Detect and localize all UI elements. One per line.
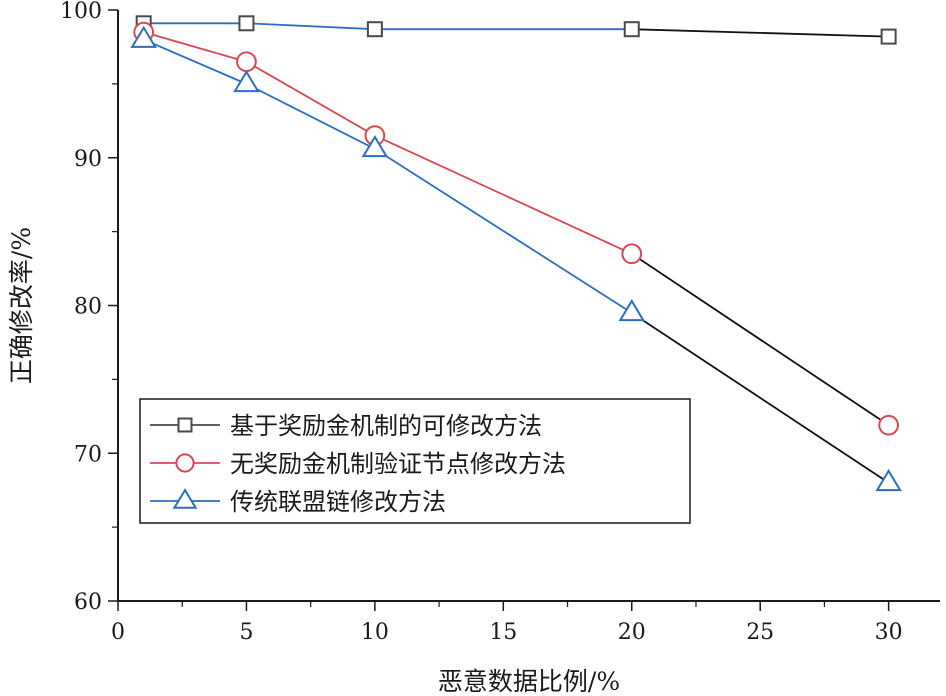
legend-swatch-triangle (150, 488, 220, 509)
data-point-triangle (361, 135, 389, 158)
data-point-triangle (618, 299, 646, 322)
x-tick-label: 10 (361, 620, 389, 645)
data-point-circle (236, 51, 257, 73)
y-axis-title: 正确修改率/% (7, 227, 36, 384)
x-tick-label: 20 (618, 620, 646, 645)
series-line-segment (246, 83, 376, 150)
series-line-segment (631, 253, 890, 426)
series-line-segment (631, 312, 890, 484)
series-line-segment (631, 28, 889, 38)
y-tick-label: 60 (74, 590, 102, 615)
y-tick-label: 70 (74, 442, 102, 467)
legend-label: 无奖励金机制验证节点修改方法 (230, 450, 566, 478)
axes: 0 5 10 15 20 25 30 60 70 80 90 100 (60, 0, 940, 645)
legend-swatch-circle (150, 453, 220, 473)
data-point-circle (878, 414, 899, 436)
series-line-segment (143, 38, 247, 85)
legend-label: 传统联盟链修改方法 (230, 488, 446, 516)
x-axis-title: 恶意数据比例/% (438, 667, 620, 696)
data-point-square (366, 21, 383, 38)
data-point-triangle (130, 25, 157, 48)
y-tick-label: 90 (74, 147, 102, 172)
legend-entry-0: 基于奖励金机制的可修改方法 (150, 412, 542, 440)
data-point-square (880, 28, 897, 45)
legend: 基于奖励金机制的可修改方法 无奖励金机制验证节点修改方法 传统联盟链修改方法 (139, 398, 691, 524)
x-tick-label: 30 (875, 620, 903, 645)
x-tick-label: 25 (746, 620, 774, 645)
data-point-triangle (875, 468, 902, 492)
data-point-circle (175, 453, 195, 473)
series-line-segment (143, 31, 247, 63)
data-point-triangle (233, 70, 260, 93)
x-tick-label: 15 (489, 620, 517, 645)
y-tick-label: 80 (74, 295, 102, 320)
y-tick-label: 100 (60, 0, 102, 24)
data-point-circle (621, 243, 643, 265)
x-tick-label: 5 (239, 620, 253, 645)
data-point-square (177, 417, 193, 433)
data-point-triangle (172, 488, 198, 509)
series-line-segment (246, 22, 375, 31)
data-point-square (238, 15, 255, 32)
series-layer (130, 15, 902, 492)
legend-label: 基于奖励金机制的可修改方法 (230, 412, 542, 440)
legend-entry-2: 传统联盟链修改方法 (150, 488, 446, 516)
legend-entry-1: 无奖励金机制验证节点修改方法 (150, 450, 566, 478)
series-line-segment (374, 134, 633, 255)
data-point-square (623, 21, 640, 38)
x-tick-label: 0 (111, 620, 125, 645)
legend-swatch-square (150, 417, 220, 433)
series-line-segment (245, 60, 376, 137)
legend-box (139, 398, 691, 524)
series-line-segment (374, 148, 633, 314)
